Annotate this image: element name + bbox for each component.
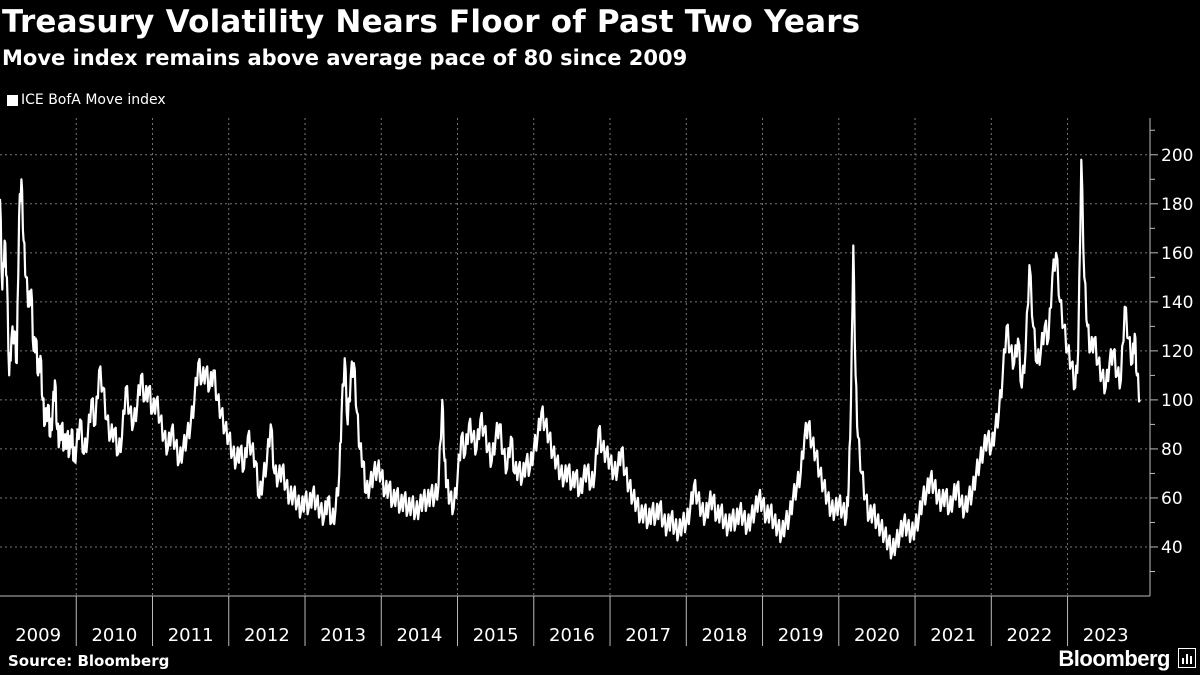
x-tick-label: 2010 <box>91 625 137 646</box>
x-tick-label: 2014 <box>396 625 442 646</box>
x-tick-label: 2021 <box>930 625 976 646</box>
series-line-move-index <box>0 158 1141 560</box>
x-tick-label: 2020 <box>854 625 900 646</box>
chart-grid <box>0 118 1150 596</box>
x-tick-label: 2019 <box>778 625 824 646</box>
x-tick-label: 2017 <box>625 625 671 646</box>
chart-legend: ICE BofA Move index <box>7 92 166 108</box>
chart-series <box>0 158 1141 560</box>
x-tick-label: 2012 <box>244 625 290 646</box>
x-tick-label: 2022 <box>1007 625 1053 646</box>
y-tick-label: 80 <box>1161 440 1183 460</box>
y-tick-label: 60 <box>1161 489 1183 509</box>
x-tick-label: 2023 <box>1083 625 1129 646</box>
x-tick-label: 2016 <box>549 625 595 646</box>
legend-swatch <box>7 94 18 106</box>
legend-label: ICE BofA Move index <box>21 92 166 108</box>
x-tick-label: 2009 <box>15 625 61 646</box>
y-tick-label: 40 <box>1161 538 1183 558</box>
y-tick-label: 120 <box>1161 342 1193 362</box>
x-tick-label: 2011 <box>168 625 214 646</box>
chart-axes: 2009 2010 2011 2012 2013 2014 2015 2016 2017 2018… <box>0 118 1193 646</box>
chart-title: Treasury Volatility Nears Floor of Past … <box>2 4 861 40</box>
chart-subtitle: Move index remains above average pace of… <box>2 46 688 70</box>
y-tick-label: 160 <box>1161 244 1193 264</box>
y-tick-label: 200 <box>1161 146 1193 166</box>
x-tick-label: 2018 <box>702 625 748 646</box>
source-note: Source: Bloomberg <box>8 652 170 670</box>
x-tick-label: 2015 <box>473 625 519 646</box>
y-tick-label: 180 <box>1161 195 1193 215</box>
bloomberg-logo-icon <box>1178 648 1196 668</box>
brand-logo-text: Bloomberg <box>1058 646 1170 671</box>
x-tick-label: 2013 <box>320 625 366 646</box>
y-tick-label: 100 <box>1161 391 1193 411</box>
y-tick-label: 140 <box>1161 293 1193 313</box>
